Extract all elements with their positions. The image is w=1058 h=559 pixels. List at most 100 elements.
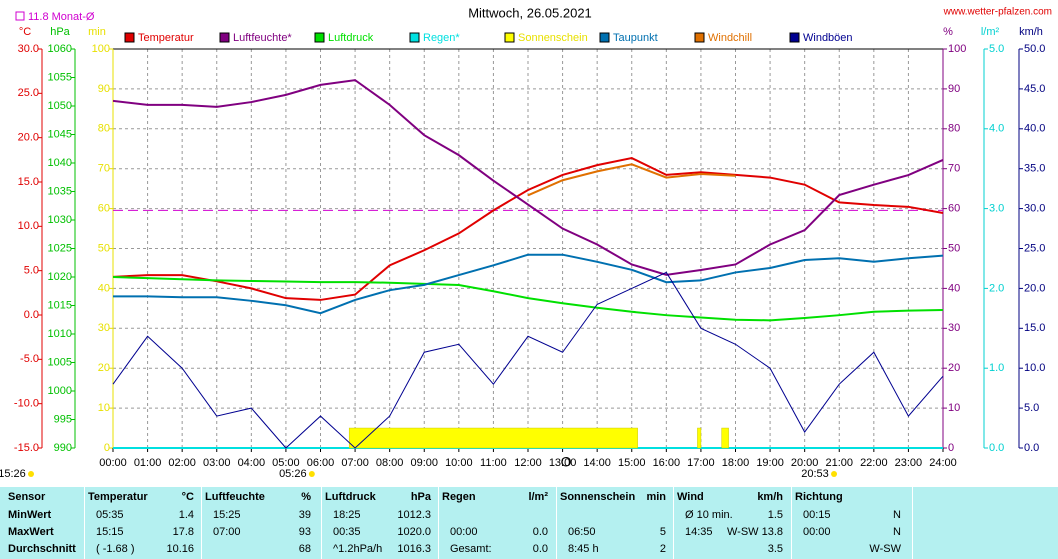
x-tick-label: 16:00	[653, 457, 681, 469]
sunshine-bar	[697, 427, 702, 449]
separator	[673, 487, 674, 559]
table-cell: N	[893, 526, 901, 538]
series-line	[113, 253, 944, 315]
x-tick-label: 18:00	[722, 457, 750, 469]
legend-label: Luftdruck	[328, 32, 374, 44]
y-tick-label: 990	[54, 442, 72, 454]
table-cell: MinWert	[8, 509, 52, 521]
chart: Mittwoch, 26.05.2021 www.wetter-pfalzen.…	[0, 5, 1052, 480]
sunshine-bar	[348, 427, 638, 449]
table-cell: Wind	[677, 491, 704, 503]
table-cell: N	[893, 509, 901, 521]
y-tick-label: 90	[948, 83, 960, 95]
x-tick-label: 19:00	[756, 457, 784, 469]
axis-unit: °C	[19, 26, 31, 38]
y-tick-label: 2.0	[989, 282, 1004, 294]
y-tick-label: 5.0	[989, 43, 1004, 55]
y-tick-label: -5.0	[20, 353, 39, 365]
y-tick-label: 0.0	[24, 309, 39, 321]
table-cell: Luftdruck	[325, 491, 376, 503]
y-tick-label: 4.0	[989, 123, 1004, 135]
table-cell: Regen	[442, 491, 476, 503]
separator	[791, 487, 792, 559]
x-tick-label: 09:00	[410, 457, 438, 469]
y-tick-label: 25.0	[1024, 242, 1045, 254]
y-tick-label: 40	[98, 282, 110, 294]
y-tick-label: 1010	[48, 328, 72, 340]
y-tick-label: 35.0	[1024, 163, 1045, 175]
y-tick-label: 10	[948, 402, 960, 414]
table-cell: 3.5	[767, 543, 783, 555]
y-tick-label: 30	[98, 322, 110, 334]
table-cell: 15:15	[96, 526, 124, 538]
x-tick-label: 21:00	[825, 457, 853, 469]
legend-label: Taupunkt	[613, 32, 658, 44]
y-tick-label: 0	[948, 442, 954, 454]
separator	[912, 487, 913, 559]
y-tick-label: 5.0	[1024, 402, 1039, 414]
x-tick-label: 00:00	[99, 457, 127, 469]
y-tick-label: 45.0	[1024, 83, 1045, 95]
table-cell: 15:25	[213, 509, 241, 521]
y-tick-label: 90	[98, 83, 110, 95]
annotation: O	[561, 454, 572, 470]
series-line	[112, 157, 944, 301]
table-cell: 06:50	[568, 526, 596, 538]
y-tick-label: 40	[948, 282, 960, 294]
table-cell: 39	[298, 509, 311, 521]
y-tick-label: 20.0	[18, 132, 39, 144]
x-tick-label: 14:00	[583, 457, 611, 469]
table-cell: 2	[659, 543, 666, 555]
y-tick-label: 10.0	[1024, 362, 1045, 374]
y-tick-label: 30.0	[18, 43, 39, 55]
x-tick-label: 13:00	[549, 457, 577, 469]
y-tick-label: 15.0	[18, 176, 39, 188]
legend-label: Luftfeuchte*	[233, 32, 292, 44]
table-cell: min	[646, 491, 666, 503]
sun-icon	[831, 471, 838, 477]
y-tick-label: 1030	[48, 214, 72, 226]
y-tick-label: 30	[948, 322, 960, 334]
y-tick-label: 15.0	[1024, 322, 1045, 334]
table-cell: MaxWert	[8, 526, 54, 538]
table-cell: Durchschnitt	[8, 543, 76, 555]
table-cell: 1020.0	[397, 526, 431, 538]
table-cell: 00:15	[803, 509, 831, 521]
table-cell: °C	[181, 491, 194, 503]
avg-icon	[15, 11, 25, 21]
sun-icon	[28, 471, 34, 477]
axis-unit: %	[943, 26, 953, 38]
table-cell: 17.8	[172, 526, 194, 538]
table-cell: 93	[298, 526, 311, 538]
x-tick-label: 11:00	[480, 457, 507, 469]
y-tick-label: 80	[948, 123, 960, 135]
y-tick-label: 1020	[48, 271, 72, 283]
y-tick-label: -15.0	[14, 442, 39, 454]
y-tick-label: 995	[54, 413, 72, 425]
x-tick-label: 06:00	[307, 457, 335, 469]
y-tick-label: 1005	[48, 356, 72, 368]
avg-label: 11.8 Monat-Ø	[28, 11, 95, 23]
y-tick-label: 1045	[48, 128, 72, 140]
legend-swatch	[504, 32, 515, 43]
legend-label: Windböen	[803, 32, 853, 44]
y-tick-label: 5.0	[24, 265, 39, 277]
annotation: 15:26	[0, 468, 26, 480]
series-line	[112, 276, 944, 322]
y-tick-label: 100	[948, 43, 966, 55]
y-tick-label: 1060	[48, 43, 72, 55]
x-tick-label: 04:00	[238, 457, 266, 469]
axis-unit: hPa	[50, 26, 70, 38]
x-tick-label: 07:00	[341, 457, 369, 469]
y-tick-label: 1.0	[989, 362, 1004, 374]
table-cell: 0.0	[532, 526, 548, 538]
legend-swatch	[789, 32, 800, 43]
x-tick-label: 01:00	[134, 457, 162, 469]
annotation: 20:53	[801, 468, 829, 480]
y-tick-label: 3.0	[989, 203, 1004, 215]
table-cell: km/h	[757, 491, 783, 503]
legend-swatch	[314, 32, 325, 43]
y-tick-label: 1055	[48, 71, 72, 83]
y-tick-label: 25.0	[18, 87, 39, 99]
legend-swatch	[219, 32, 230, 43]
